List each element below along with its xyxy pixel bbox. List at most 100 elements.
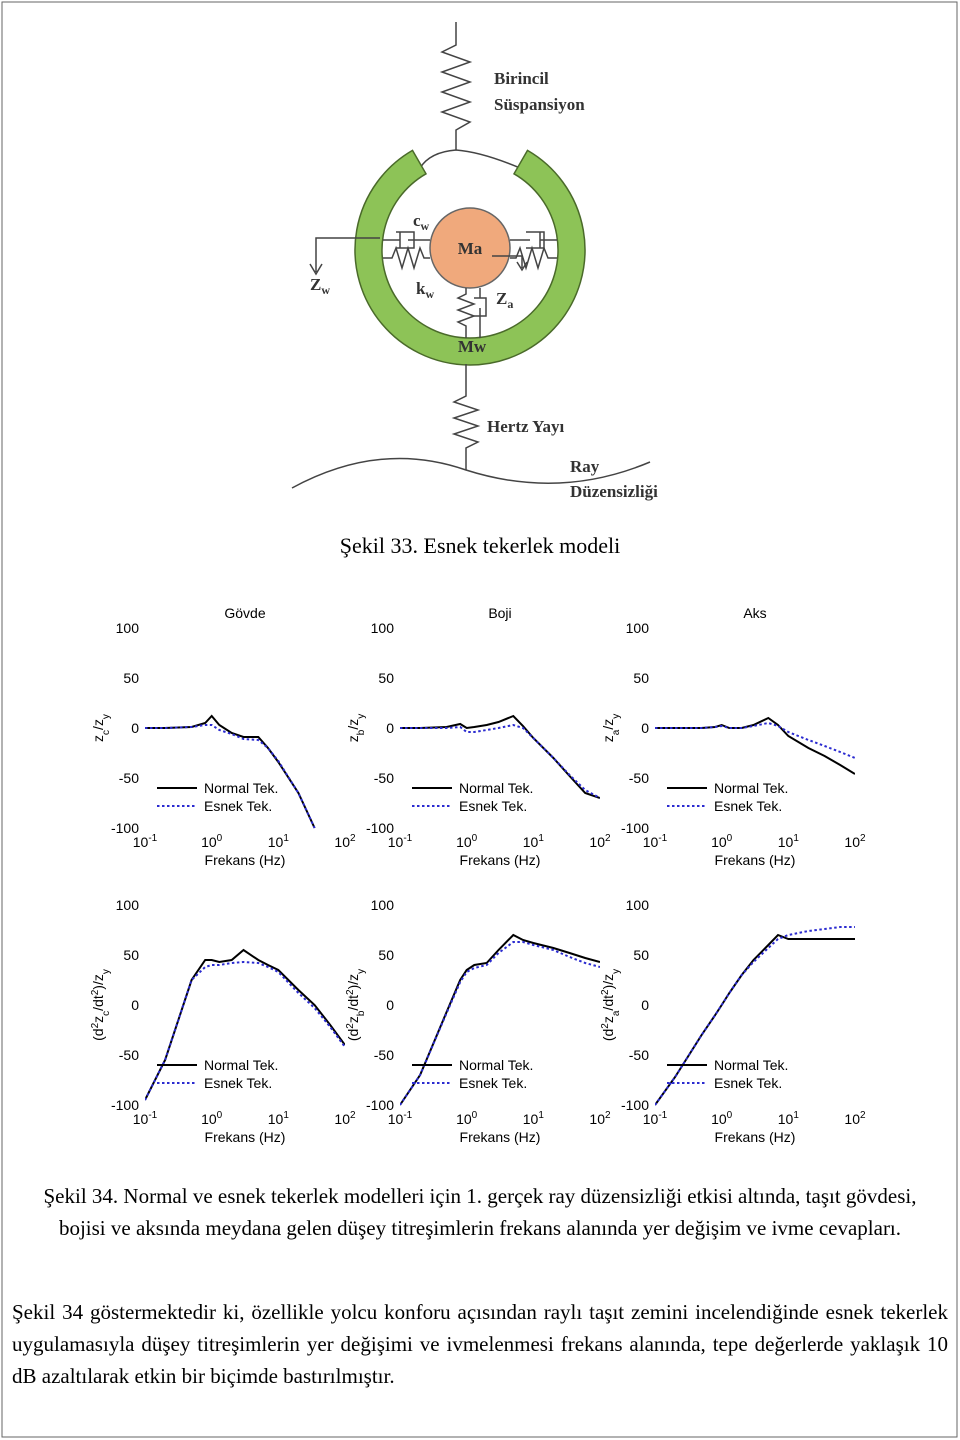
x-tick-label: 102 (334, 833, 356, 850)
x-tick-label: 100 (711, 1110, 733, 1127)
x-tick-label: 10-1 (643, 1110, 668, 1127)
y-tick-label: -50 (374, 770, 394, 786)
label: Z (310, 275, 321, 294)
legend-label: Esnek Tek. (459, 798, 527, 814)
y-axis-label-part: a (611, 1010, 622, 1016)
bottom-spring (455, 288, 477, 338)
x-tick-label: 102 (589, 1110, 611, 1127)
legend-label: Normal Tek. (714, 780, 788, 796)
axle-mass (429, 207, 511, 289)
x-axis-label: Frekans (Hz) (460, 852, 541, 868)
y-axis-label-part: 2 (345, 1023, 356, 1029)
label: Ma (458, 239, 483, 258)
y-tick-label: 100 (626, 897, 650, 913)
y-tick-label: 100 (371, 620, 395, 636)
chart-title: Boji (488, 605, 511, 621)
y-tick-label: 0 (386, 997, 394, 1013)
series-line (655, 721, 855, 759)
legend-label: Esnek Tek. (459, 1075, 527, 1091)
x-tick-label: 101 (268, 1110, 290, 1127)
paragraph: Şekil 34 göstermektedir ki, özellikle yo… (12, 1300, 948, 1388)
y-tick-label: 0 (131, 720, 139, 736)
y-tick-label: 0 (641, 997, 649, 1013)
y-axis-label-part: (d (90, 1028, 106, 1040)
series-line (655, 926, 855, 1106)
y-axis-label-part: 2 (90, 989, 101, 995)
y-axis-label-part: 2 (600, 989, 611, 995)
series-line (145, 724, 316, 829)
y-axis-label: (d2zc/dt2)/zy (90, 969, 112, 1041)
y-axis-label-part: /z (90, 719, 106, 730)
y-tick-label: 0 (131, 997, 139, 1013)
y-tick-label: 100 (371, 897, 395, 913)
y-axis-label-part: z (600, 1016, 616, 1023)
figure-caption: Şekil 34. Normal ve esnek tekerlek model… (43, 1184, 917, 1240)
label: Düzensizliği (570, 482, 658, 501)
label: Zw (310, 275, 330, 297)
chart: Aks -100 -50 0 50 100 10-1 100 101 102 Frekans (Hz… (600, 605, 866, 868)
y-axis-label: za/zy (600, 714, 622, 742)
x-tick-label: 10-1 (133, 1110, 158, 1127)
legend-label: Normal Tek. (204, 1057, 278, 1073)
hertz-spring (451, 364, 481, 470)
y-tick-label: 50 (633, 670, 649, 686)
label: Süspansiyon (494, 95, 585, 114)
series-line (145, 948, 345, 1101)
y-axis-label-part: z (345, 1016, 361, 1023)
label: Za (496, 289, 513, 311)
figure-caption: Şekil 33. Esnek tekerlek modeli (340, 533, 620, 558)
left-damper (383, 231, 430, 249)
legend-label: Esnek Tek. (204, 1075, 272, 1091)
wheel-diagram (291, 22, 651, 489)
series-line (400, 714, 600, 799)
y-axis-label-part: c (101, 730, 112, 735)
series-line (145, 960, 345, 1101)
label: Z (496, 289, 507, 308)
legend-label: Normal Tek. (459, 780, 533, 796)
y-tick-label: 50 (123, 670, 139, 686)
x-axis-label: Frekans (Hz) (460, 1129, 541, 1145)
y-axis-label-part: y (611, 714, 622, 719)
wheel-ring (354, 149, 586, 366)
y-tick-label: -100 (621, 1097, 649, 1113)
chart: -100 -50 0 50 100 10-1 100 101 102 Frekans (Hz) (d… (600, 897, 867, 1145)
series-line (400, 723, 600, 799)
za-arrow (492, 255, 528, 272)
chart-title: Aks (743, 605, 766, 621)
y-tick-label: 50 (378, 947, 394, 963)
y-axis-label-part: )/z (600, 974, 616, 990)
right-spring (510, 245, 557, 271)
x-tick-label: 102 (844, 833, 866, 850)
y-tick-label: 100 (116, 620, 140, 636)
legend-label: Normal Tek. (204, 780, 278, 796)
y-tick-label: -100 (366, 1097, 394, 1113)
x-tick-label: 10-1 (388, 1110, 413, 1127)
left-spring (383, 245, 430, 271)
y-axis-label: zc/zy (90, 714, 112, 742)
y-tick-label: 0 (641, 720, 649, 736)
y-axis-label-part: (d (600, 1029, 616, 1041)
label: c (413, 211, 421, 230)
y-axis-label-part: 2 (600, 1023, 611, 1029)
legend-label: Esnek Tek. (714, 1075, 782, 1091)
y-axis-label-part: b (356, 1010, 367, 1016)
x-axis-label: Frekans (Hz) (205, 852, 286, 868)
y-axis-label-part: z (600, 735, 616, 742)
y-axis-label-part: y (101, 714, 112, 719)
y-axis-label-part: z (90, 1016, 106, 1023)
y-axis-label-part: (d (345, 1029, 361, 1041)
label: w (425, 287, 434, 301)
y-axis-label-part: y (611, 969, 622, 974)
y-tick-label: 0 (386, 720, 394, 736)
x-tick-label: 101 (268, 833, 290, 850)
y-axis-label-part: /dt (600, 995, 616, 1011)
chart: -100 -50 0 50 100 10-1 100 101 102 Frekans (Hz) (d… (90, 897, 357, 1145)
zw-arrow (309, 237, 380, 276)
x-tick-label: 102 (334, 1110, 356, 1127)
x-axis-label: Frekans (Hz) (715, 852, 796, 868)
y-axis-label: (d2za/dt2)/zy (600, 969, 622, 1041)
x-tick-label: 10-1 (133, 833, 158, 850)
legend-label: Esnek Tek. (714, 798, 782, 814)
